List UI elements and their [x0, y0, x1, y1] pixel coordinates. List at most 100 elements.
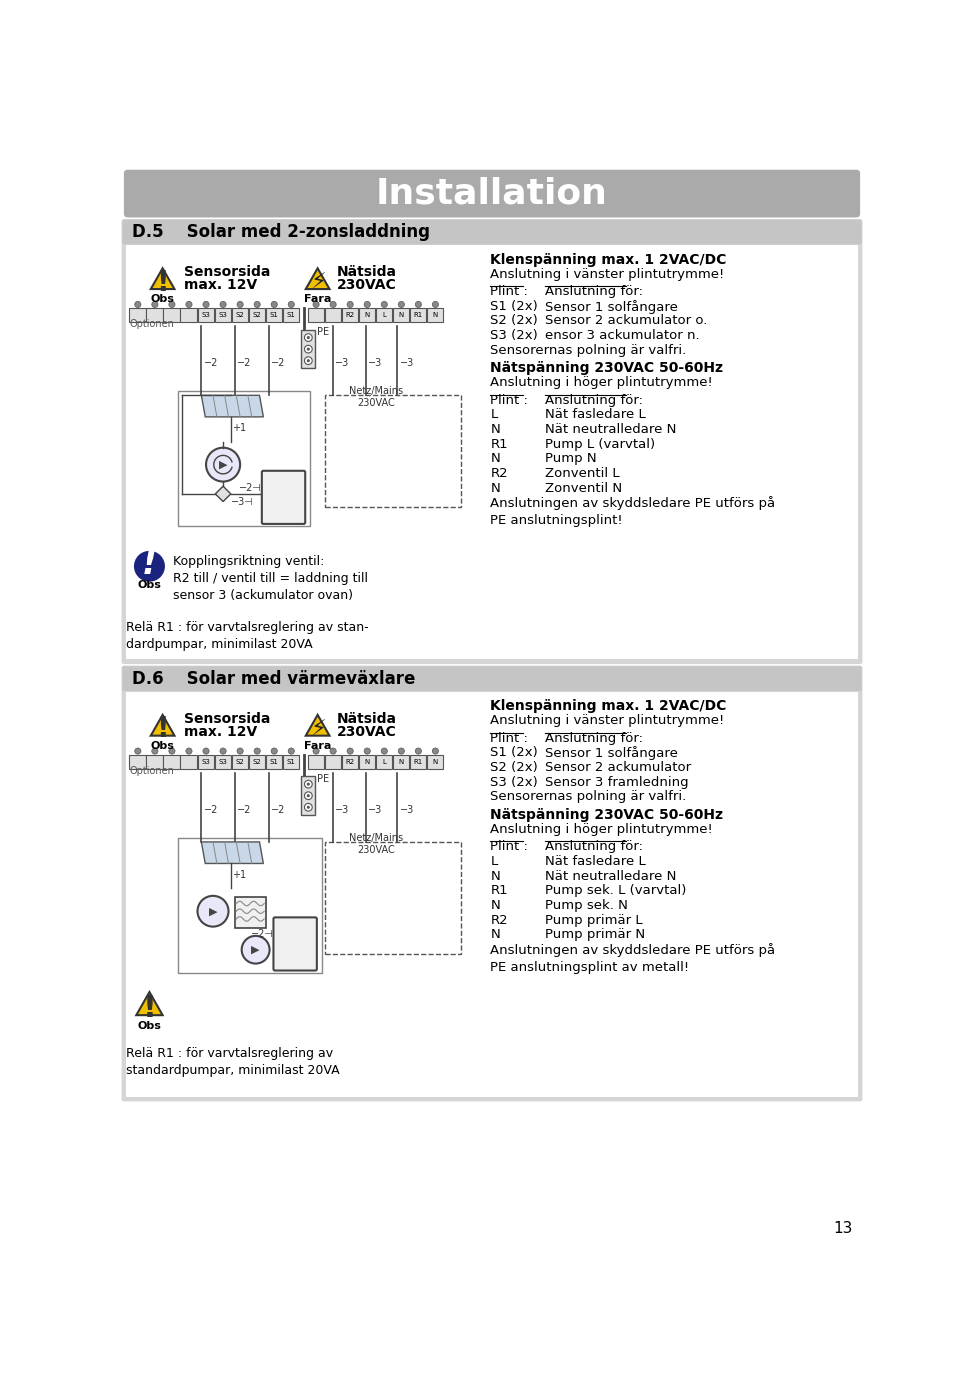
Circle shape — [416, 748, 421, 755]
Circle shape — [432, 748, 439, 755]
Bar — [163, 755, 180, 769]
Text: !: ! — [156, 269, 169, 297]
Text: S2: S2 — [252, 759, 261, 764]
Text: Anslutningen av skyddsledare PE utförs på
PE anslutningsplint!: Anslutningen av skyddsledare PE utförs p… — [491, 497, 776, 527]
Text: Installation: Installation — [376, 177, 608, 211]
Polygon shape — [215, 487, 230, 502]
Circle shape — [169, 748, 175, 755]
Text: Zonventil L: Zonventil L — [544, 467, 619, 480]
Circle shape — [271, 301, 277, 307]
Bar — [198, 308, 214, 322]
Text: Sensor 2 ackumulator o.: Sensor 2 ackumulator o. — [544, 314, 708, 328]
Bar — [307, 755, 324, 769]
Text: ▶: ▶ — [208, 907, 217, 917]
Bar — [301, 777, 315, 815]
Bar — [375, 308, 392, 322]
Text: D.6    Solar med värmeväxlare: D.6 Solar med värmeväxlare — [132, 670, 415, 688]
Text: Anslutning för:: Anslutning för: — [544, 840, 642, 854]
Circle shape — [288, 301, 295, 307]
Text: PE: PE — [317, 328, 329, 338]
Bar — [301, 329, 315, 368]
Text: S3 (2x): S3 (2x) — [491, 776, 539, 788]
Text: Nät neutralledare N: Nät neutralledare N — [544, 423, 676, 437]
Circle shape — [134, 301, 141, 307]
Text: S3: S3 — [202, 312, 210, 318]
Circle shape — [203, 748, 209, 755]
Circle shape — [313, 748, 319, 755]
Text: R1: R1 — [491, 438, 508, 451]
Circle shape — [254, 748, 260, 755]
Text: Anslutningen av skyddsledare PE utförs på
PE anslutningsplint av metall!: Anslutningen av skyddsledare PE utförs p… — [491, 943, 776, 974]
Circle shape — [307, 347, 310, 350]
Bar — [179, 392, 310, 526]
Text: Nätsida: Nätsida — [337, 711, 397, 725]
Text: Relä R1 : för varvtalsreglering av
standardpumpar, minimilast 20VA: Relä R1 : för varvtalsreglering av stand… — [126, 1046, 340, 1077]
FancyBboxPatch shape — [122, 219, 862, 664]
Text: Nätspänning 230VAC 50-60Hz: Nätspänning 230VAC 50-60Hz — [491, 361, 724, 375]
Text: L: L — [491, 855, 497, 868]
Text: +1: +1 — [232, 424, 247, 434]
Text: −2: −2 — [204, 805, 218, 815]
Text: S2: S2 — [236, 312, 245, 318]
Text: 230VAC: 230VAC — [337, 278, 396, 292]
Text: Sensorernas polning är valfri.: Sensorernas polning är valfri. — [491, 343, 686, 357]
Text: Fara: Fara — [304, 741, 331, 751]
Text: PE: PE — [317, 774, 329, 784]
Text: R1: R1 — [414, 312, 423, 318]
Text: R1: R1 — [491, 884, 508, 897]
Text: Obs: Obs — [151, 741, 175, 751]
Circle shape — [206, 448, 240, 481]
Text: ▶: ▶ — [219, 459, 228, 470]
Text: Anslutning för:: Anslutning för: — [544, 285, 642, 299]
Bar — [324, 308, 341, 322]
Circle shape — [398, 301, 404, 307]
Text: N: N — [491, 481, 500, 495]
Text: R2: R2 — [346, 759, 355, 764]
Circle shape — [134, 551, 165, 582]
Text: S1: S1 — [270, 312, 278, 318]
Text: L: L — [491, 409, 497, 421]
Text: !: ! — [156, 716, 169, 744]
Bar — [393, 308, 409, 322]
Text: Nätsida: Nätsida — [337, 265, 397, 279]
Text: Obs: Obs — [137, 580, 161, 590]
Bar — [214, 308, 230, 322]
Text: R2: R2 — [491, 914, 508, 926]
Text: S3: S3 — [202, 759, 210, 764]
Text: Sensor 1 solfångare: Sensor 1 solfångare — [544, 746, 678, 760]
FancyBboxPatch shape — [124, 170, 860, 218]
Polygon shape — [151, 268, 175, 289]
Text: N: N — [491, 869, 500, 883]
Text: Sensor 1 solfångare: Sensor 1 solfångare — [544, 300, 678, 314]
Text: S1 (2x): S1 (2x) — [491, 746, 539, 759]
Circle shape — [330, 301, 336, 307]
Circle shape — [307, 783, 310, 785]
Circle shape — [252, 946, 259, 954]
Bar — [325, 395, 461, 506]
Text: ⚡: ⚡ — [310, 273, 325, 293]
Circle shape — [432, 301, 439, 307]
Bar — [231, 755, 248, 769]
Circle shape — [307, 806, 310, 809]
Circle shape — [348, 748, 353, 755]
Text: 13: 13 — [833, 1221, 852, 1236]
Text: Plint :: Plint : — [491, 393, 528, 407]
Text: −2: −2 — [271, 359, 285, 368]
Bar — [179, 838, 322, 972]
Text: Pump N: Pump N — [544, 452, 596, 466]
Text: ⚡: ⚡ — [310, 720, 325, 739]
Text: N: N — [433, 312, 438, 318]
Text: Sensorernas polning är valfri.: Sensorernas polning är valfri. — [491, 791, 686, 804]
Bar — [163, 308, 180, 322]
Circle shape — [304, 346, 312, 353]
Text: −2⊣: −2⊣ — [251, 929, 274, 939]
Text: +1: +1 — [232, 870, 247, 880]
Text: R2: R2 — [491, 467, 508, 480]
Text: L: L — [382, 312, 386, 318]
Text: Netz/Mains
230VAC: Netz/Mains 230VAC — [348, 833, 403, 855]
Text: Pump sek. L (varvtal): Pump sek. L (varvtal) — [544, 884, 686, 897]
Text: Pump sek. N: Pump sek. N — [544, 898, 628, 912]
Text: N: N — [491, 452, 500, 466]
Text: S1 (2x): S1 (2x) — [491, 300, 539, 312]
Text: Anslutning i vänster plintutrymme!: Anslutning i vänster plintutrymme! — [491, 714, 725, 727]
